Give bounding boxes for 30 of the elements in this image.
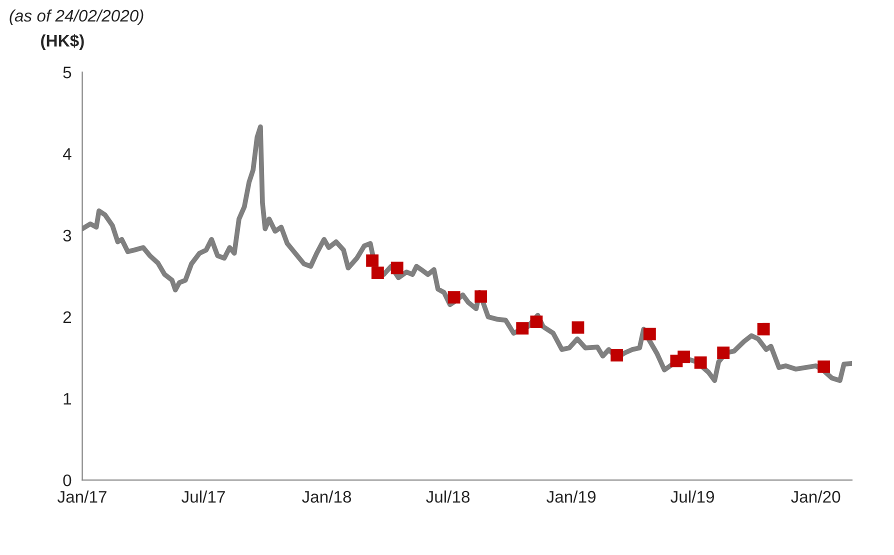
y-tick-label: 0 xyxy=(63,474,72,486)
y-tick-label: 5 xyxy=(63,66,72,78)
x-tick-label: Jul/18 xyxy=(426,490,470,503)
point xyxy=(610,349,624,362)
text: (as of 24/02/2020) xyxy=(10,9,144,25)
x-tick-label: Jan/18 xyxy=(302,490,352,503)
y-tick-label: 1 xyxy=(64,393,72,405)
y-axis-title: (HK$) xyxy=(41,34,84,50)
point xyxy=(448,291,460,304)
point xyxy=(516,322,529,335)
point xyxy=(694,356,707,369)
point xyxy=(366,254,379,267)
point xyxy=(572,321,584,334)
point xyxy=(757,322,770,336)
y-tick-label: 4 xyxy=(62,148,72,160)
x-tick-label: Jan/19 xyxy=(546,490,596,503)
point xyxy=(678,350,690,364)
y-tick-label: 3 xyxy=(63,230,72,242)
point xyxy=(643,328,656,340)
point xyxy=(474,290,488,303)
y-tick-label: 2 xyxy=(63,311,71,323)
point xyxy=(717,346,730,360)
point xyxy=(390,262,404,274)
x-tick-label: Jan/17 xyxy=(57,490,106,503)
x-tick-label: Jul/19 xyxy=(670,490,714,503)
point xyxy=(530,316,543,328)
point xyxy=(371,266,384,280)
point xyxy=(818,360,830,373)
x-tick-label: Jul/17 xyxy=(182,490,225,503)
x-tick-label: Jan/20 xyxy=(791,490,840,503)
